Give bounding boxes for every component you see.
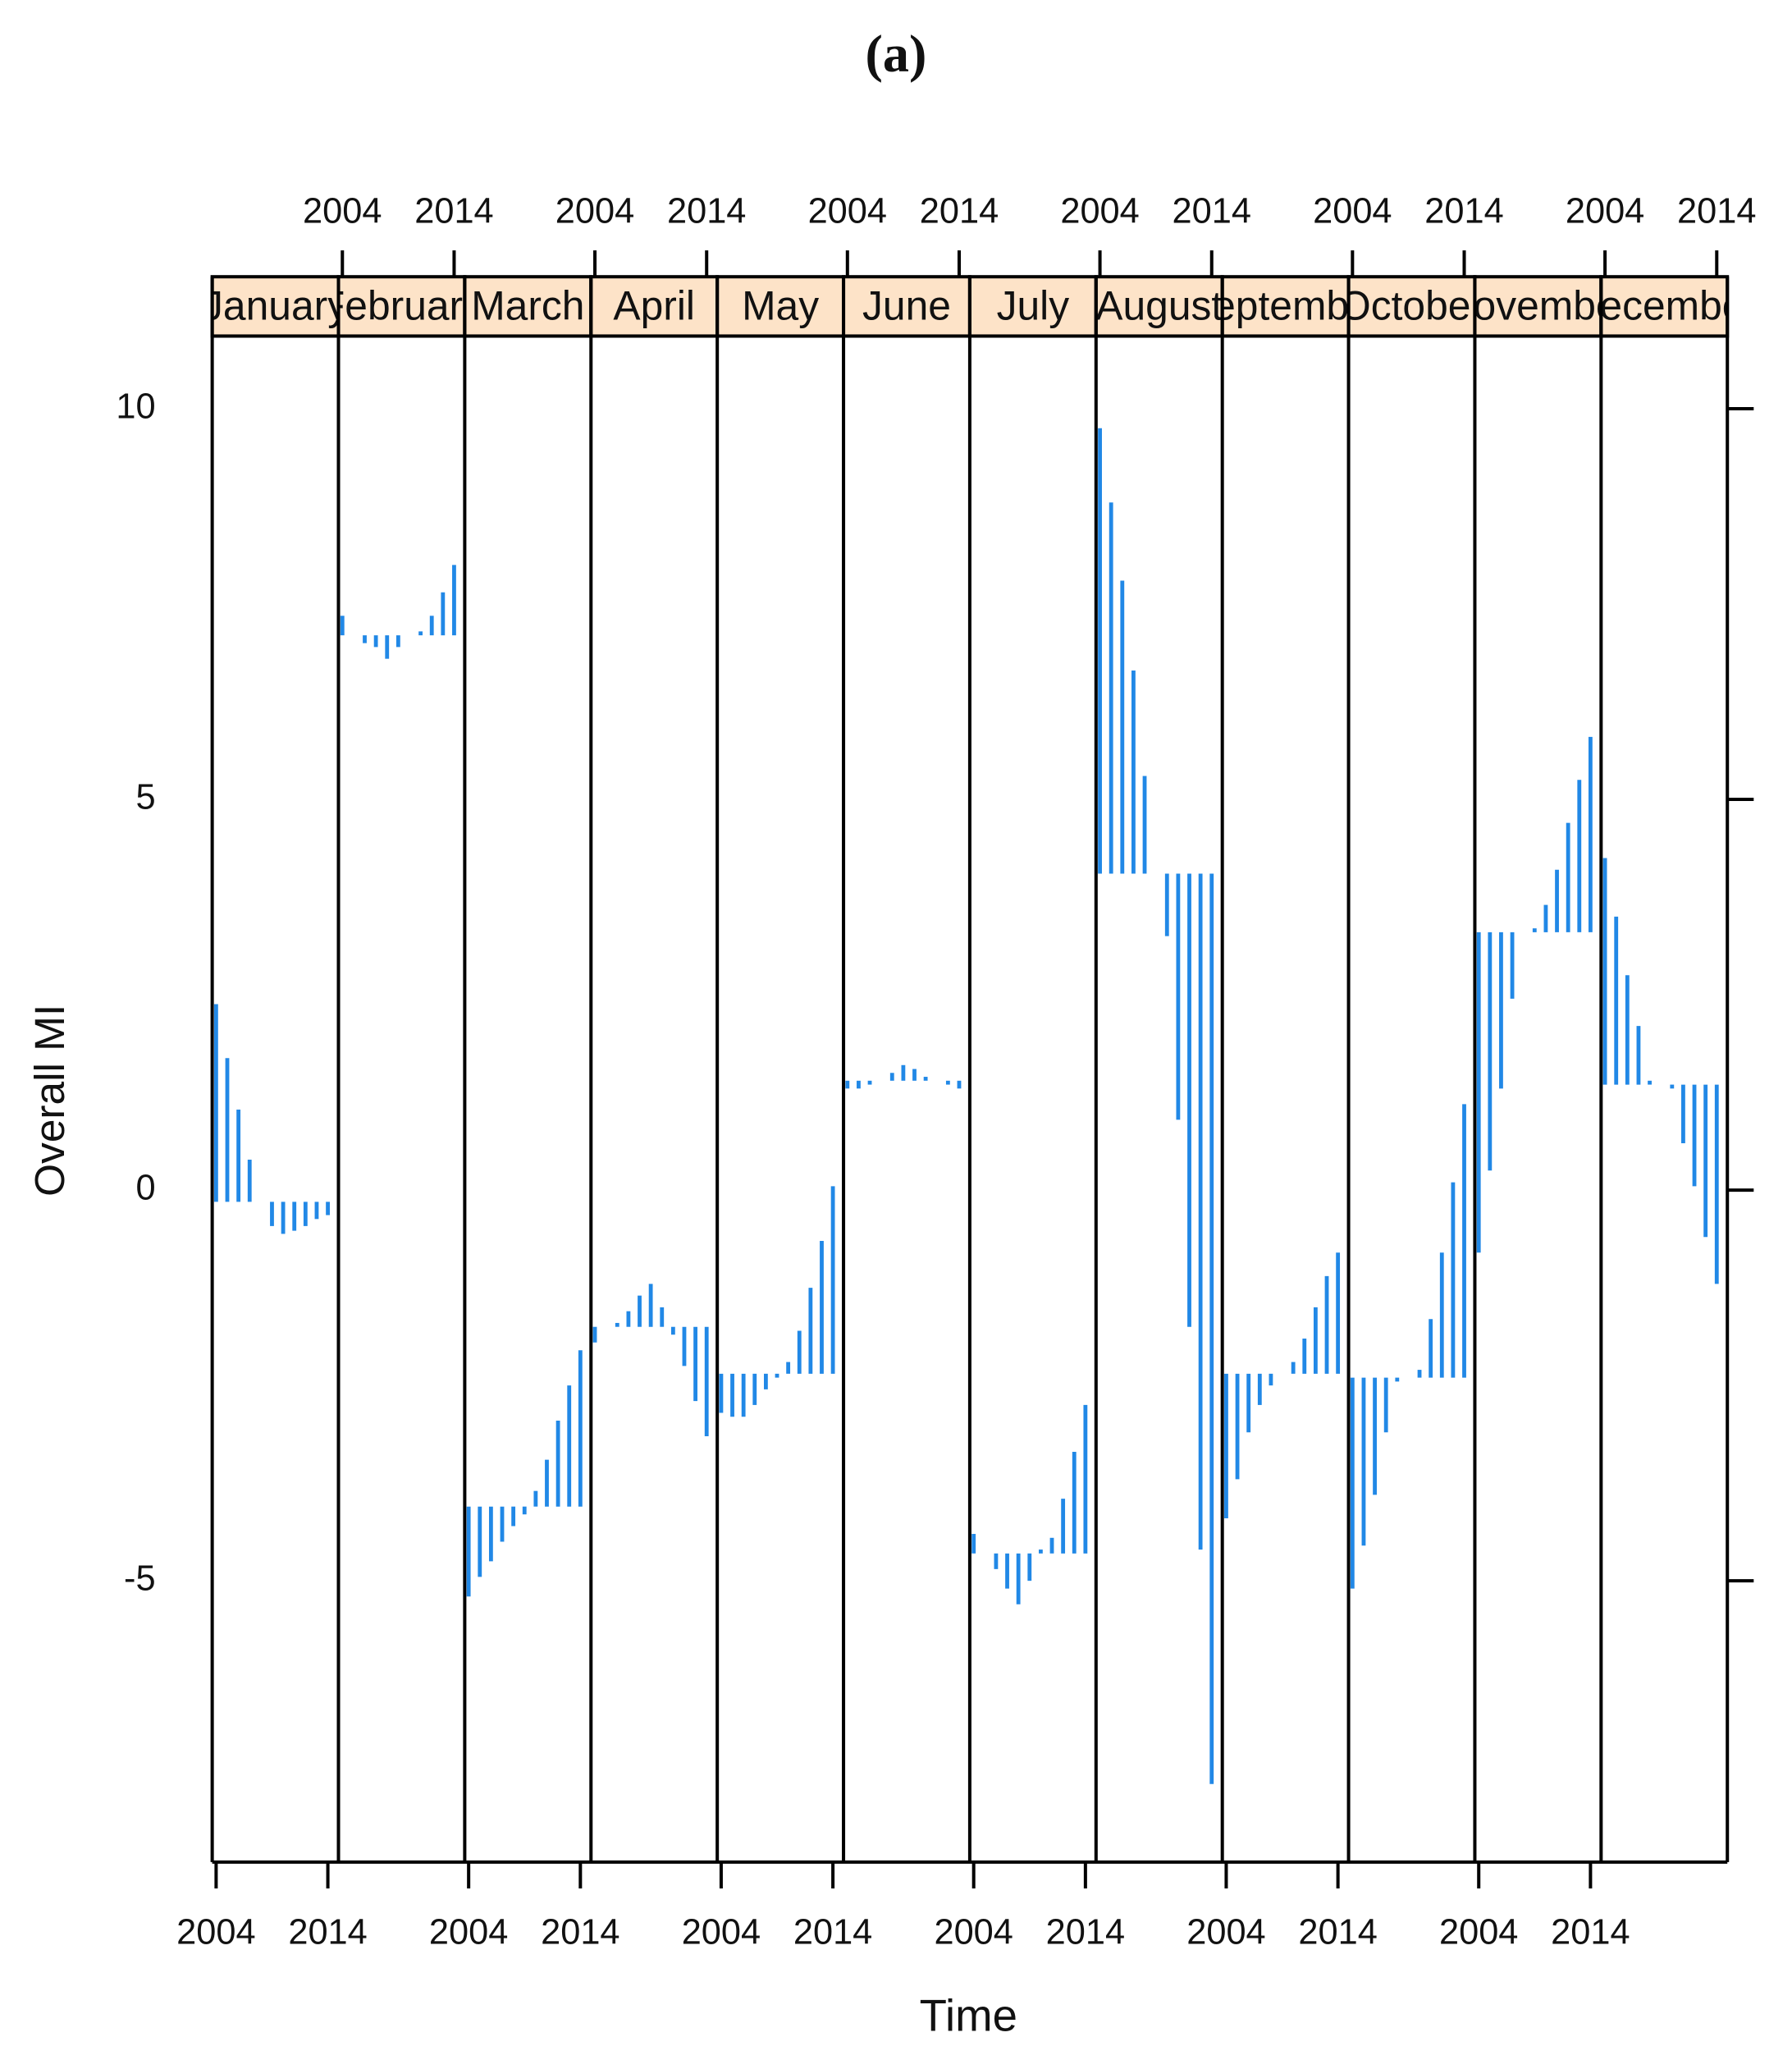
- y-axis-label: Overall MI: [25, 1005, 73, 1197]
- y-tick-label: 5: [135, 778, 155, 817]
- x-tick-label: 2004: [808, 192, 887, 231]
- y-tick-label: -5: [124, 1559, 156, 1599]
- x-tick-label: 2014: [1173, 192, 1251, 231]
- x-tick-label: 2014: [1298, 1913, 1377, 1952]
- strip-label: September: [1186, 283, 1385, 329]
- x-tick-label: 2014: [1046, 1913, 1125, 1952]
- x-axis-label: Time: [920, 1990, 1017, 2040]
- strip: [1599, 275, 1730, 338]
- y-tick-label: 0: [135, 1169, 155, 1208]
- x-tick-label: 2004: [1566, 192, 1644, 231]
- x-tick-label: 2014: [793, 1913, 872, 1952]
- x-tick-label: 2004: [303, 192, 382, 231]
- x-tick-label: 2014: [1551, 1913, 1630, 1952]
- strip-label: June: [862, 283, 951, 329]
- strip-label: March: [471, 283, 584, 329]
- chart-title: (a): [866, 25, 927, 83]
- strip-label: December: [1570, 283, 1758, 329]
- x-tick-label: 2014: [920, 192, 999, 231]
- strip-label: July: [997, 283, 1070, 329]
- strip-label: April: [613, 283, 695, 329]
- x-tick-label: 2014: [288, 1913, 367, 1952]
- strip-label: January: [203, 283, 348, 329]
- x-tick-label: 2014: [667, 192, 746, 231]
- x-tick-label: 2014: [1424, 192, 1503, 231]
- x-tick-label: 2014: [414, 192, 493, 231]
- strip-label: August: [1095, 283, 1223, 329]
- strip: [967, 275, 1098, 338]
- x-tick-label: 2014: [1677, 192, 1756, 231]
- x-tick-label: 2004: [1439, 1913, 1518, 1952]
- strip: [210, 275, 341, 338]
- x-tick-label: 2004: [1060, 192, 1139, 231]
- strip-label: May: [742, 283, 819, 329]
- y-tick-label: 10: [116, 387, 155, 426]
- x-tick-label: 2014: [541, 1913, 619, 1952]
- x-tick-label: 2004: [555, 192, 634, 231]
- x-tick-label: 2004: [1186, 1913, 1265, 1952]
- strip-label: February: [320, 283, 483, 329]
- x-tick-label: 2004: [176, 1913, 255, 1952]
- x-tick-label: 2004: [934, 1913, 1013, 1952]
- x-tick-label: 2004: [1313, 192, 1392, 231]
- strip-label: October: [1339, 283, 1484, 329]
- x-tick-label: 2004: [682, 1913, 761, 1952]
- x-tick-label: 2004: [429, 1913, 508, 1952]
- strip-label: November: [1444, 283, 1633, 329]
